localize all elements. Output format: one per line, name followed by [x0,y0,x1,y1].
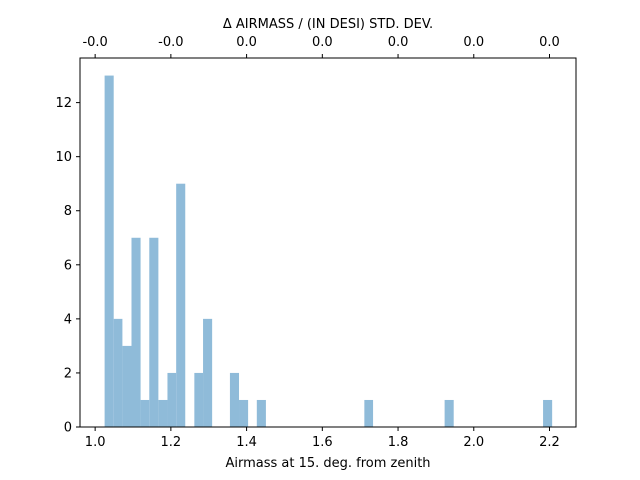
histogram-bar [176,183,186,427]
x-axis-label: Airmass at 15. deg. from zenith [225,456,430,471]
histogram-bar [256,399,266,427]
top-tick-label: 0.0 [312,35,333,50]
x-tick-label: 2.2 [539,435,560,450]
y-tick-label: 12 [55,96,72,111]
histogram-bar [122,345,132,427]
top-tick-label: 0.0 [539,35,560,50]
x-tick-label: 1.0 [85,435,106,450]
top-tick-label: -0.0 [82,35,107,50]
histogram-bar [239,399,249,427]
histogram-bar [149,237,159,427]
plot-frame [79,57,577,428]
top-tick-label: 0.0 [463,35,484,50]
histogram-bar [131,237,141,427]
top-axis-label: Δ AIRMASS / (IN DESI) STD. DEV. [223,17,433,32]
top-x-axis: -0.0 -0.0 0.0 0.0 0.0 0.0 0.0 [82,35,560,58]
histogram-bar [113,318,123,427]
x-tick-label: 1.6 [312,435,333,450]
histogram-bar [229,372,240,427]
y-axis: 0 2 4 6 8 10 12 [55,96,80,436]
histogram-bar [158,399,168,427]
histogram-bar [140,399,150,427]
histogram-bar [364,399,374,427]
x-tick-label: 1.8 [388,435,409,450]
histogram-bar [167,372,177,427]
y-tick-label: 6 [64,258,72,273]
histogram-bars [104,75,553,428]
top-tick-label: -0.0 [158,35,183,50]
x-tick-label: 1.2 [161,435,182,450]
x-tick-label: 1.4 [236,435,257,450]
top-tick-label: 0.0 [236,35,257,50]
y-tick-label: 8 [64,204,72,219]
histogram-bar [543,399,553,427]
histogram-bar [104,75,114,428]
y-tick-label: 0 [64,421,72,436]
bottom-x-axis: 1.0 1.2 1.4 1.6 1.8 2.0 2.2 [85,427,560,450]
y-tick-label: 2 [64,366,72,381]
histogram-bar [444,399,454,427]
histogram-bar [194,372,204,427]
x-tick-label: 2.0 [463,435,484,450]
y-tick-label: 4 [64,312,72,327]
top-tick-label: 0.0 [388,35,409,50]
y-tick-label: 10 [55,150,72,165]
histogram-bar [203,318,213,427]
